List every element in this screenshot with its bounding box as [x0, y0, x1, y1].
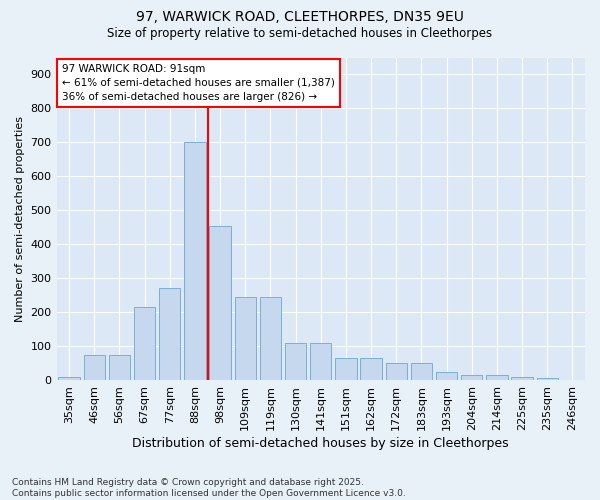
Bar — [386, 363, 407, 380]
Bar — [209, 226, 231, 380]
Bar — [310, 343, 331, 380]
Bar — [361, 358, 382, 380]
Bar — [436, 372, 457, 380]
Bar — [134, 307, 155, 380]
Bar — [511, 377, 533, 380]
Text: 97 WARWICK ROAD: 91sqm
← 61% of semi-detached houses are smaller (1,387)
36% of : 97 WARWICK ROAD: 91sqm ← 61% of semi-det… — [62, 64, 335, 102]
Bar — [260, 297, 281, 380]
Bar — [461, 375, 482, 380]
Bar — [159, 288, 181, 380]
Text: Contains HM Land Registry data © Crown copyright and database right 2025.
Contai: Contains HM Land Registry data © Crown c… — [12, 478, 406, 498]
Bar — [486, 375, 508, 380]
X-axis label: Distribution of semi-detached houses by size in Cleethorpes: Distribution of semi-detached houses by … — [133, 437, 509, 450]
Bar — [536, 378, 558, 380]
Bar — [285, 343, 307, 380]
Text: Size of property relative to semi-detached houses in Cleethorpes: Size of property relative to semi-detach… — [107, 28, 493, 40]
Bar — [83, 354, 105, 380]
Bar — [184, 142, 206, 380]
Bar — [235, 297, 256, 380]
Bar — [335, 358, 356, 380]
Bar — [58, 377, 80, 380]
Y-axis label: Number of semi-detached properties: Number of semi-detached properties — [15, 116, 25, 322]
Bar — [109, 354, 130, 380]
Bar — [411, 363, 432, 380]
Text: 97, WARWICK ROAD, CLEETHORPES, DN35 9EU: 97, WARWICK ROAD, CLEETHORPES, DN35 9EU — [136, 10, 464, 24]
